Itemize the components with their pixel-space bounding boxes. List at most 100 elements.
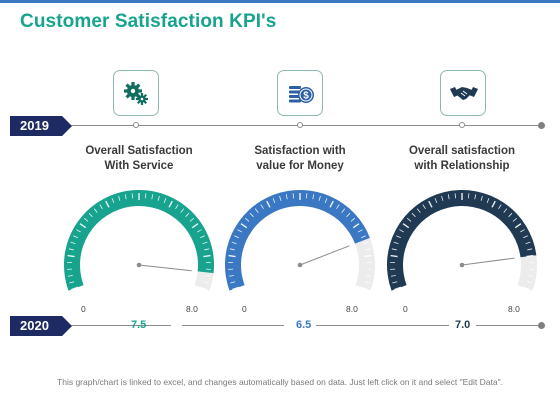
gauge-tick (312, 194, 315, 200)
gauge-tick (118, 195, 121, 201)
gauge-tick (88, 212, 93, 218)
kpi-2-value: 6.5 (296, 319, 312, 331)
gauge-tick (228, 275, 234, 277)
gauge-tick (525, 241, 531, 245)
gauge-tick (69, 281, 75, 284)
gauge-kpi-3 (387, 190, 537, 291)
gauge-needle (138, 264, 192, 272)
gears-icon (124, 82, 148, 105)
gauge-tick (363, 241, 369, 245)
gauge-tick (99, 204, 103, 210)
gauge-tick (228, 254, 236, 258)
timeline-dot-kpi-1 (133, 122, 139, 128)
gauge-tick (71, 286, 79, 291)
gauge-tick (93, 208, 98, 213)
kpi-3-axis-min: 0 (403, 304, 408, 314)
gauge-tick (406, 217, 412, 222)
gauge-tick (346, 212, 351, 218)
gauge-tick (447, 194, 450, 200)
gauge-fill (224, 189, 370, 291)
kpi-2-label-line2: value for Money (256, 160, 344, 172)
gauge-tick (526, 281, 532, 284)
gauge-tick (249, 212, 254, 218)
kpi-2-label-line1: Satisfaction with (254, 145, 346, 157)
gauge-tick (231, 241, 237, 245)
kpi-1-icon-box (113, 70, 159, 116)
gauge-tick (105, 200, 110, 208)
gauge-tick (391, 248, 397, 251)
gauge-tick (428, 200, 433, 208)
gauge-tick (244, 217, 250, 222)
gauge-tick (474, 194, 477, 200)
gauge-kpi-1 (64, 190, 215, 291)
gauge-tick (191, 223, 199, 229)
kpi-1-axis-max: 8.0 (186, 304, 198, 314)
gauge-tick (68, 248, 74, 251)
gauge-tick (399, 229, 404, 233)
gauge-tick (232, 286, 240, 291)
gauge-tick (486, 198, 490, 204)
gauge-fill (64, 190, 215, 291)
gauge-tick (365, 248, 371, 251)
gauge-tick (522, 286, 530, 291)
gauge-tick (254, 208, 259, 213)
svg-text:$: $ (303, 91, 309, 102)
kpi-3-label-line1: Overall satisfaction (408, 145, 516, 157)
gauge-tick (390, 275, 396, 277)
kpi-1-value: 7.5 (131, 319, 147, 331)
gauge-tick (508, 212, 513, 218)
top-accent-bar (0, 0, 560, 3)
kpi-1-axis-min: 0 (81, 304, 86, 314)
gauge-tick (341, 208, 346, 213)
gauge-tick (364, 281, 370, 284)
gauge-tick (491, 200, 496, 208)
money-icon: $ (289, 86, 314, 103)
gauge-kpi-2 (224, 189, 375, 291)
kpi-2-axis-max: 8.0 (346, 304, 358, 314)
kpi-1-label: Overall Satisfaction With Service (54, 144, 224, 174)
kpi-2-icon-box: $ (277, 70, 323, 116)
gauge-tick (480, 195, 483, 201)
gauge-tick (279, 195, 282, 201)
gauge-tick (260, 204, 264, 210)
gauge-tick (392, 281, 398, 284)
gauge-tick (199, 286, 207, 291)
gauge-tick (240, 223, 248, 229)
gauge-tick (229, 248, 235, 251)
gauge-tick (358, 229, 363, 233)
gauge-tick (512, 217, 518, 222)
year-tag-2020: 2020 (10, 316, 72, 336)
gauge-tick (526, 254, 534, 258)
gauge-tick (390, 254, 398, 258)
gauge-tick (329, 200, 334, 208)
page-title: Customer Satisfaction KPI's (20, 11, 277, 32)
gauge-tick (272, 198, 276, 204)
gauge-tick (402, 223, 410, 229)
gauge-needle (299, 245, 350, 266)
gauge-tick (422, 204, 426, 210)
gauge-tick (157, 195, 160, 201)
handshake-icon (450, 87, 478, 100)
gauge-tick (514, 223, 522, 229)
gauge-tick (151, 194, 154, 200)
gauge-tick (364, 254, 372, 258)
gauge-tick (498, 204, 502, 210)
timeline-dot-kpi-3 (459, 122, 465, 128)
gauge-tick (111, 198, 115, 204)
kpi-3-label-line2: with Relationship (414, 160, 510, 172)
timeline-2019-end-dot (538, 122, 545, 129)
gauge-tick (204, 248, 210, 251)
kpi-3-label: Overall satisfaction with Relationship (377, 144, 547, 174)
gauge-tick (234, 235, 239, 239)
gauge-tick (350, 217, 356, 222)
gauge-tick (520, 229, 525, 233)
gauge-tick (73, 235, 78, 239)
gauge-tick (70, 241, 76, 245)
timeline-2020-end-dot (538, 322, 545, 329)
kpi-3-value: 7.0 (455, 319, 471, 331)
year-tag-2019: 2019 (10, 116, 72, 136)
timeline-2020-line-segment-2 (182, 325, 284, 326)
gauge-tick (180, 208, 185, 213)
gauge-tick (175, 204, 179, 210)
kpi-3-icon-box (440, 70, 486, 116)
